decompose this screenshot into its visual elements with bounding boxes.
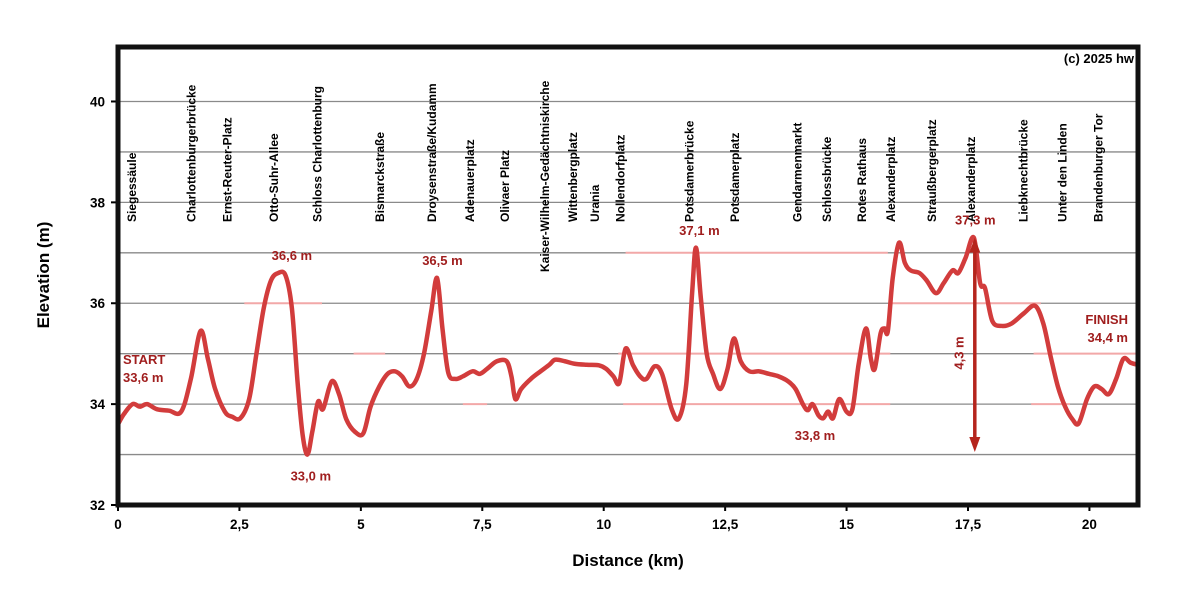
landmark-label: Alexanderplatz <box>964 137 978 222</box>
landmark-label: Olivaer Platz <box>498 150 512 222</box>
x-tick-label: 10 <box>596 517 611 532</box>
x-tick-label: 2,5 <box>230 517 249 532</box>
landmark-label: Siegessäule <box>125 152 139 222</box>
landmark-label: Gendarmenmarkt <box>790 123 804 222</box>
landmark-label: Bismarckstraße <box>373 132 387 222</box>
landmark-label: Urania <box>588 184 602 222</box>
landmark-label: Adenauerplatz <box>463 139 477 222</box>
landmark-label: Alexanderplatz <box>884 137 898 222</box>
finish-label: FINISH <box>1085 312 1128 327</box>
x-tick-label: 17,5 <box>955 517 982 532</box>
elevation-value-label: 36,6 m <box>272 248 312 263</box>
x-axis-title: Distance (km) <box>572 551 684 570</box>
x-tick-label: 20 <box>1082 517 1097 532</box>
copyright-note: (c) 2025 hw <box>1063 51 1134 66</box>
y-tick-label: 38 <box>90 195 106 210</box>
landmark-label: Unter den Linden <box>1056 123 1070 222</box>
elevation-value-label: 37,3 m <box>955 213 995 228</box>
landmark-label: Straußbergerplatz <box>925 119 939 222</box>
landmark-label: Droysenstraße/Kudamm <box>425 83 439 222</box>
landmark-label: Brandenburger Tor <box>1092 113 1106 222</box>
drop-arrow-label: 4,3 m <box>951 336 967 370</box>
y-tick-label: 32 <box>90 498 105 513</box>
plot-border <box>115 44 1141 508</box>
y-tick-label: 34 <box>90 397 106 412</box>
start-annotation: START 33,6 m <box>123 351 165 387</box>
landmark-label: Liebknechtbrücke <box>1017 119 1031 222</box>
finish-annotation: FINISH 34,4 m <box>1085 311 1128 347</box>
y-tick-label: 36 <box>90 296 106 311</box>
landmark-label: Charlottenburgerbrücke <box>185 84 199 222</box>
x-tick-label: 7,5 <box>473 517 492 532</box>
landmark-label: Otto-Suhr-Allee <box>267 133 281 222</box>
drop-arrow-head-up <box>969 237 981 253</box>
landmark-label: Potsdamerbrücke <box>683 120 697 222</box>
drop-arrow-head-down <box>969 437 981 453</box>
x-tick-label: 5 <box>357 517 365 532</box>
x-tick-label: 15 <box>839 517 855 532</box>
x-tick-label: 12,5 <box>712 517 739 532</box>
y-axis-title: Elevation (m) <box>34 221 53 329</box>
elevation-curve <box>115 234 1141 457</box>
elevation-value-label: 33,0 m <box>291 469 331 484</box>
landmark-label: Wittenbergplatz <box>566 132 580 222</box>
landmark-label: Potsdamerplatz <box>728 133 742 222</box>
elevation-value-label: 36,5 m <box>422 253 462 268</box>
landmark-label: Kaiser-Wilhelm-Gedächtniskirche <box>538 80 552 272</box>
finish-elevation: 34,4 m <box>1087 330 1128 345</box>
landmark-label: Ernst-Reuter-Platz <box>221 117 235 222</box>
landmark-label: Schloss Charlottenburg <box>311 86 325 222</box>
x-tick-label: 0 <box>114 517 122 532</box>
landmark-label: Rotes Rathaus <box>855 138 869 222</box>
landmark-label: Schlossbrücke <box>820 136 834 222</box>
start-elevation: 33,6 m <box>123 370 164 385</box>
elevation-value-label: 37,1 m <box>679 223 719 238</box>
start-label: START <box>123 352 166 367</box>
landmark-label: Nollendorfplatz <box>614 135 628 222</box>
elevation-value-label: 33,8 m <box>795 428 835 443</box>
y-tick-label: 40 <box>90 94 105 109</box>
